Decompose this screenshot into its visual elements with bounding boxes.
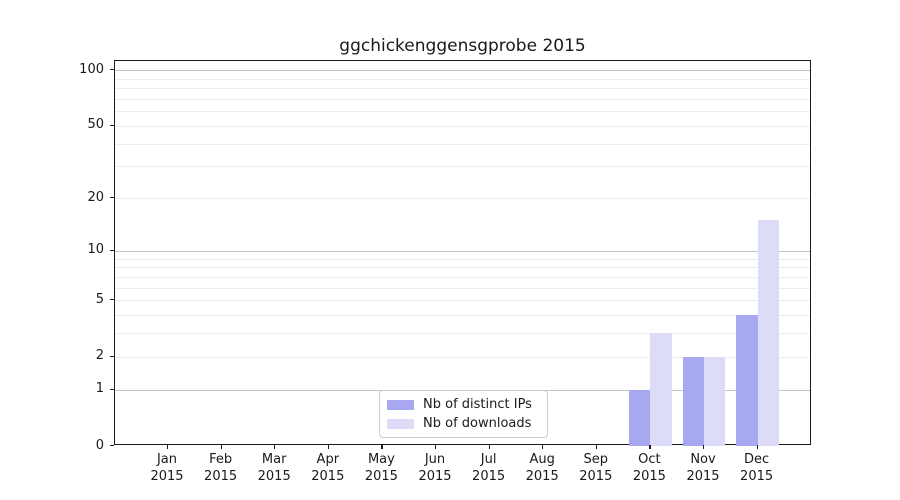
x-tick-label-apr-2015: Apr 2015 (311, 452, 345, 484)
bar-nb-of-downloads-nov-2015 (704, 356, 726, 446)
y-tick-50 (110, 124, 114, 126)
legend-entry-nb-of-downloads: Nb of downloads (387, 416, 540, 431)
x-tick-label-aug-2015: Aug 2015 (525, 452, 559, 484)
gridline-minor-50 (115, 125, 810, 127)
y-tick-label-2: 2 (95, 348, 104, 363)
y-tick-label-50: 50 (87, 117, 104, 133)
y-tick-label-0: 0 (95, 437, 104, 453)
x-tick-nov-2015 (703, 445, 705, 449)
y-tick-2 (110, 355, 114, 357)
y-tick-label-5: 5 (95, 291, 104, 307)
x-tick-jan-2015 (167, 445, 169, 449)
y-tick-0 (110, 445, 114, 447)
gridline-minor-40 (115, 143, 810, 145)
bar-nb-of-distinct-ips-oct-2015 (629, 389, 651, 446)
gridline-minor-20 (115, 198, 810, 200)
x-tick-label-jan-2015: Jan 2015 (150, 452, 184, 484)
y-tick-label-1: 1 (95, 381, 104, 396)
legend-label-nb-of-downloads: Nb of downloads (423, 416, 532, 431)
gridline-minor-7 (115, 276, 810, 278)
legend-entry-nb-of-distinct-ips: Nb of distinct IPs (387, 397, 540, 412)
gridline-minor-9 (115, 258, 810, 260)
gridline-major-100 (115, 70, 810, 72)
bar-nb-of-downloads-oct-2015 (650, 333, 672, 446)
x-tick-label-jul-2015: Jul 2015 (472, 452, 506, 484)
x-tick-jun-2015 (435, 445, 437, 449)
gridline-minor-60 (115, 111, 810, 113)
gridline-minor-3 (115, 333, 810, 335)
gridline-minor-80 (115, 88, 810, 90)
x-tick-aug-2015 (542, 445, 544, 449)
x-tick-may-2015 (381, 445, 383, 449)
gridline-minor-5 (115, 300, 810, 302)
y-tick-20 (110, 197, 114, 199)
bar-nb-of-downloads-dec-2015 (757, 220, 779, 446)
x-tick-apr-2015 (327, 445, 329, 449)
y-tick-label-20: 20 (87, 189, 104, 205)
y-tick-10 (110, 249, 114, 251)
x-tick-dec-2015 (756, 445, 758, 449)
y-tick-label-10: 10 (87, 242, 104, 258)
x-tick-label-jun-2015: Jun 2015 (418, 452, 452, 484)
x-tick-mar-2015 (274, 445, 276, 449)
y-tick-label-100: 100 (79, 61, 104, 77)
gridline-minor-30 (115, 166, 810, 168)
gridline-minor-4 (115, 314, 810, 316)
legend-label-nb-of-distinct-ips: Nb of distinct IPs (423, 397, 532, 412)
x-tick-label-oct-2015: Oct 2015 (632, 452, 666, 484)
bar-nb-of-distinct-ips-nov-2015 (682, 356, 704, 446)
x-tick-label-nov-2015: Nov 2015 (686, 452, 720, 484)
legend-swatch-nb-of-downloads (387, 418, 414, 429)
y-tick-1 (110, 388, 114, 390)
x-tick-label-may-2015: May 2015 (364, 452, 398, 484)
x-tick-oct-2015 (649, 445, 651, 449)
x-tick-label-mar-2015: Mar 2015 (257, 452, 291, 484)
gridline-minor-8 (115, 267, 810, 269)
legend: Nb of distinct IPs Nb of downloads (379, 390, 548, 438)
x-tick-jul-2015 (488, 445, 490, 449)
x-tick-sep-2015 (595, 445, 597, 449)
chart-title: ggchickenggensgprobe 2015 (339, 36, 586, 56)
y-tick-5 (110, 299, 114, 301)
x-tick-label-feb-2015: Feb 2015 (204, 452, 238, 484)
x-tick-feb-2015 (220, 445, 222, 449)
y-tick-100 (110, 69, 114, 71)
x-tick-label-sep-2015: Sep 2015 (579, 452, 613, 484)
gridline-minor-6 (115, 287, 810, 289)
gridline-major-10 (115, 250, 810, 252)
plot-area (114, 60, 811, 446)
gridline-minor-70 (115, 98, 810, 100)
bar-nb-of-distinct-ips-dec-2015 (736, 314, 758, 446)
gridline-minor-90 (115, 78, 810, 80)
legend-swatch-nb-of-distinct-ips (387, 399, 414, 410)
gridline-minor-2 (115, 356, 810, 358)
x-tick-label-dec-2015: Dec 2015 (740, 452, 774, 484)
